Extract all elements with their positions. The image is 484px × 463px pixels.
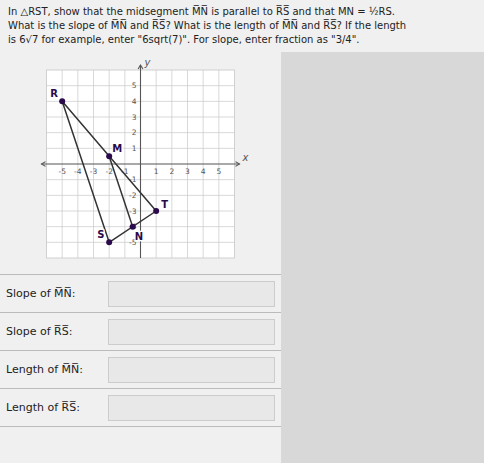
y-tick-label: -2	[129, 191, 137, 200]
input-box	[108, 281, 275, 307]
row-label: Slope of M̅N̅:	[6, 287, 108, 300]
input-box	[108, 395, 275, 421]
input-row: Length of M̅N̅:	[0, 351, 281, 389]
y-tick-label: 3	[132, 113, 137, 122]
segment-line	[62, 101, 156, 242]
row-label: Length of R̅S̅:	[6, 401, 108, 414]
x-axis-label: x	[242, 152, 249, 163]
axis-arrow	[42, 162, 46, 167]
plot: xy-5-4-3-2-112345-5-4-3-2-112345RSTMN	[0, 52, 281, 274]
y-tick-label: 5	[132, 81, 137, 90]
input-box	[108, 319, 275, 345]
x-tick-label: -3	[90, 167, 98, 176]
y-axis	[140, 65, 141, 258]
x-tick-label: -5	[58, 167, 66, 176]
y-tick-label: 2	[132, 128, 137, 137]
input-row: Length of R̅S̅:	[0, 389, 281, 427]
question-text: In △RST, show that the midsegment M̅N̅ i…	[0, 0, 484, 52]
point-label: R	[50, 88, 58, 99]
y-tick-label: 1	[132, 144, 137, 153]
point	[130, 224, 136, 230]
title: In △RST, show that the midsegment M̅N̅ i…	[8, 5, 476, 19]
y-tick-label: -3	[129, 207, 137, 216]
x-tick-label: 3	[185, 167, 190, 176]
input-row: Slope of R̅S̅:	[0, 313, 281, 351]
x-tick-label: 5	[216, 167, 221, 176]
subtitle: What is the slope of M̅N̅ and R̅S̅? What…	[8, 19, 476, 33]
y-axis-label: y	[144, 57, 152, 68]
x-tick-label: 1	[154, 167, 159, 176]
axis-arrow	[138, 65, 143, 69]
point-label: M	[112, 143, 122, 154]
row-label: Slope of R̅S̅:	[6, 325, 108, 338]
row-label: Length of M̅N̅:	[6, 363, 108, 376]
input-box	[108, 357, 275, 383]
x-tick-label: 4	[201, 167, 206, 176]
left-column: xy-5-4-3-2-112345-5-4-3-2-112345RSTMNSlo…	[0, 52, 281, 427]
page: In △RST, show that the midsegment M̅N̅ i…	[0, 0, 484, 463]
input-row: Slope of M̅N̅:	[0, 274, 281, 313]
segment-line	[109, 156, 133, 227]
point	[106, 239, 112, 245]
x-tick-label: -4	[74, 167, 82, 176]
x-tick-label: 2	[169, 167, 174, 176]
data-group	[59, 98, 159, 245]
x-tick-label: -2	[105, 167, 113, 176]
point-label: S	[97, 229, 104, 240]
input-rows: Slope of M̅N̅: Slope of R̅S̅: Length of M̅…	[0, 274, 281, 427]
point	[59, 98, 65, 104]
point-label: N	[135, 231, 143, 242]
point	[153, 208, 159, 214]
axis-arrow	[236, 162, 240, 167]
point-label: T	[161, 199, 168, 210]
subtitle: is 6√7 for example, enter "6sqrt(7)". Fo…	[8, 33, 476, 47]
y-tick-label: 4	[132, 97, 137, 106]
